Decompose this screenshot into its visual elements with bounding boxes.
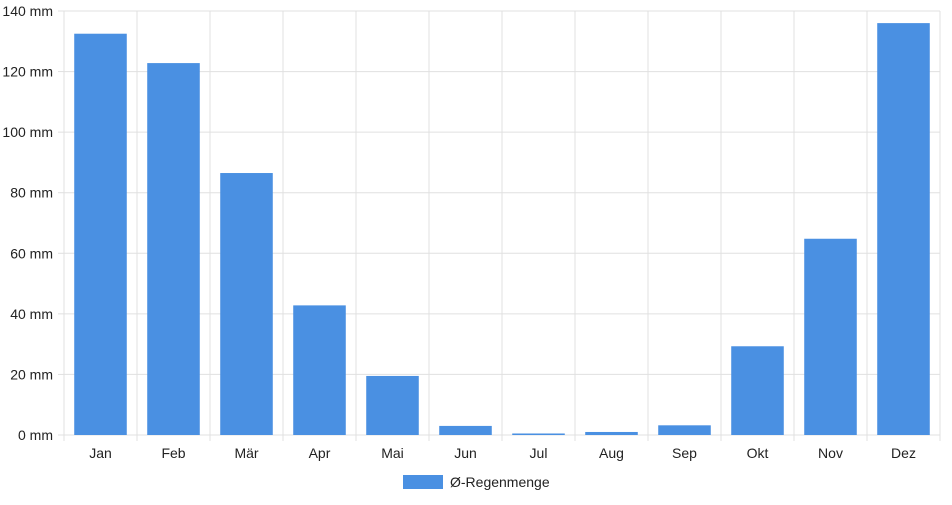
x-tick-labels: Jan Feb Mär Apr Mai Jun Jul Aug Sep Okt Nov Dez: [89, 445, 916, 461]
grid-lines: [58, 10, 941, 441]
bar-mai[interactable]: [366, 375, 419, 435]
x-tick-label: Nov: [818, 445, 843, 461]
legend-label[interactable]: Ø-Regenmenge: [450, 474, 550, 490]
x-tick-label: Mai: [381, 445, 404, 461]
y-tick-label: 100 mm: [2, 124, 53, 140]
y-tick-labels: 0 mm 20 mm 40 mm 60 mm 80 mm 100 mm 120 mm 140 …: [2, 3, 53, 443]
bar-jul[interactable]: [512, 433, 565, 435]
y-tick-label: 60 mm: [10, 245, 53, 261]
bar-apr[interactable]: [293, 305, 346, 435]
x-tick-label: Jun: [454, 445, 477, 461]
y-tick-label: 0 mm: [18, 427, 53, 443]
y-tick-label: 40 mm: [10, 306, 53, 322]
legend-swatch[interactable]: [403, 475, 443, 489]
y-tick-label: 140 mm: [2, 3, 53, 19]
bar-aug[interactable]: [585, 431, 638, 435]
y-tick-label: 120 mm: [2, 64, 53, 80]
y-tick-label: 80 mm: [10, 185, 53, 201]
legend[interactable]: Ø-Regenmenge: [403, 474, 550, 490]
bar-jan[interactable]: [74, 33, 127, 435]
x-tick-label: Okt: [747, 445, 769, 461]
x-tick-label: Aug: [599, 445, 624, 461]
x-tick-label: Dez: [891, 445, 916, 461]
bar-sep[interactable]: [658, 425, 711, 435]
bar-nov[interactable]: [804, 238, 857, 435]
bars: [74, 23, 930, 435]
bar-dez[interactable]: [877, 23, 930, 435]
bar-mär[interactable]: [220, 173, 273, 435]
bar-jun[interactable]: [439, 425, 492, 435]
bar-okt[interactable]: [731, 346, 784, 435]
x-tick-label: Jan: [89, 445, 112, 461]
bar-feb[interactable]: [147, 63, 200, 435]
y-tick-label: 20 mm: [10, 366, 53, 382]
x-tick-label: Feb: [161, 445, 185, 461]
x-tick-label: Mär: [234, 445, 258, 461]
x-tick-label: Apr: [309, 445, 331, 461]
x-tick-label: Jul: [530, 445, 548, 461]
x-tick-label: Sep: [672, 445, 697, 461]
